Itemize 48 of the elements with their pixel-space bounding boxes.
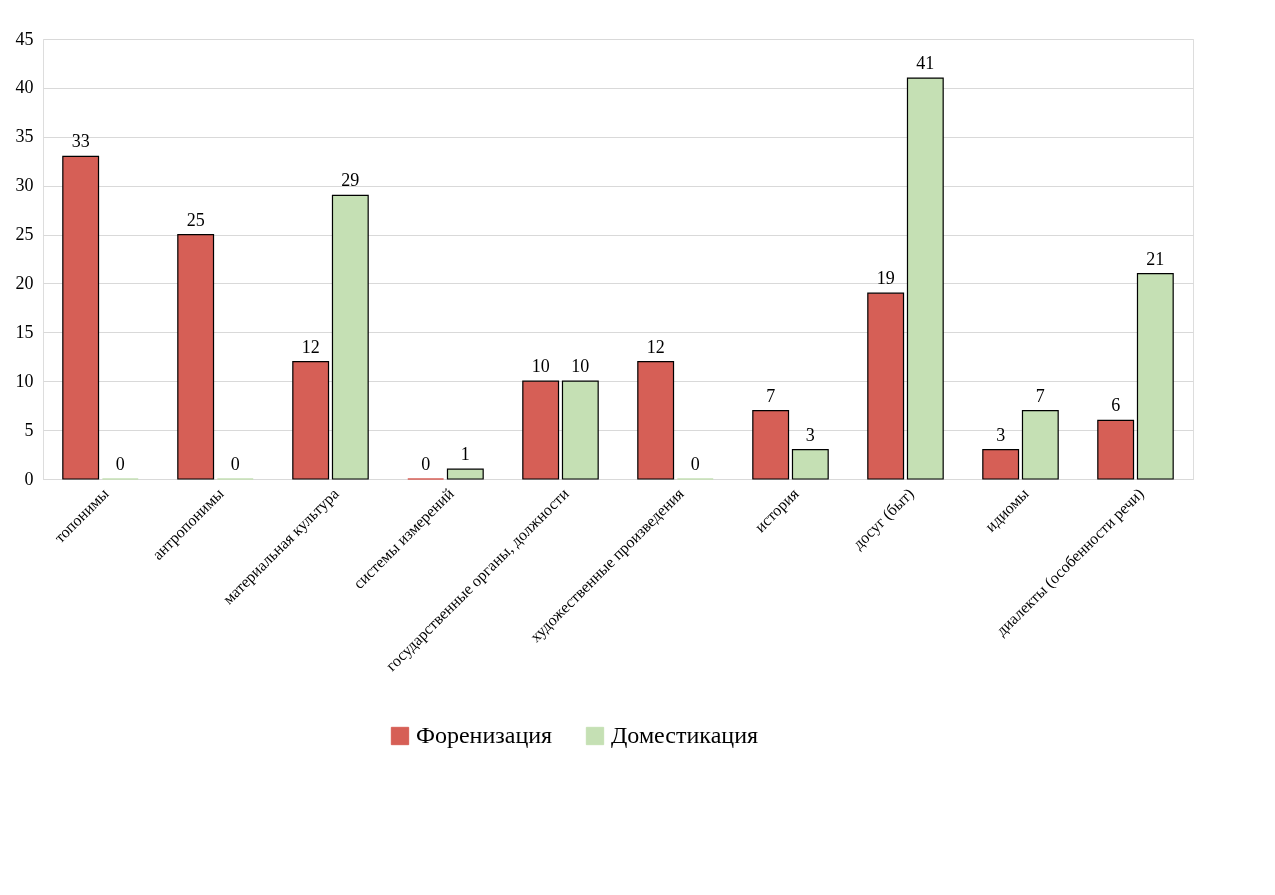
bar bbox=[1021, 409, 1059, 480]
bar bbox=[331, 194, 369, 480]
data-label: 6 bbox=[1111, 395, 1121, 416]
y-tick-label: 30 bbox=[15, 175, 34, 196]
data-label: 0 bbox=[115, 454, 125, 474]
bar bbox=[62, 155, 100, 480]
y-tick-label: 5 bbox=[24, 419, 34, 440]
data-label: 41 bbox=[916, 53, 935, 74]
data-label: 0 bbox=[690, 454, 700, 474]
bar bbox=[752, 409, 790, 480]
data-label: 3 bbox=[996, 424, 1006, 445]
y-tick-label: 15 bbox=[15, 321, 34, 342]
data-label: 12 bbox=[301, 336, 320, 357]
bar bbox=[1136, 273, 1174, 480]
data-label: 0 bbox=[421, 454, 431, 474]
bar bbox=[982, 449, 1020, 480]
data-label: 33 bbox=[71, 131, 90, 152]
data-label: 10 bbox=[531, 356, 550, 377]
bar bbox=[1097, 419, 1135, 480]
data-label: 21 bbox=[1146, 248, 1165, 269]
bar bbox=[637, 361, 675, 480]
bar bbox=[791, 449, 829, 480]
legend-label: Форенизация bbox=[416, 722, 553, 748]
y-tick-label: 20 bbox=[15, 272, 34, 293]
bar bbox=[292, 361, 330, 480]
data-label: 7 bbox=[1035, 385, 1045, 406]
data-label: 1 bbox=[460, 444, 470, 465]
bar bbox=[446, 468, 484, 480]
data-label: 19 bbox=[876, 268, 895, 289]
y-tick-label: 45 bbox=[15, 28, 34, 49]
data-label: 25 bbox=[186, 209, 205, 230]
y-tick-label: 10 bbox=[15, 370, 34, 391]
legend-label: Доместикация bbox=[611, 722, 759, 748]
data-label: 29 bbox=[341, 170, 360, 191]
data-label: 3 bbox=[805, 424, 815, 445]
y-tick-label: 35 bbox=[15, 126, 34, 147]
bar bbox=[177, 233, 215, 480]
data-label: 12 bbox=[646, 336, 665, 357]
data-label: 7 bbox=[766, 385, 776, 406]
bar bbox=[906, 77, 944, 480]
data-label: 0 bbox=[230, 454, 240, 474]
bar bbox=[522, 380, 560, 480]
y-tick-label: 0 bbox=[24, 468, 34, 489]
data-label: 10 bbox=[571, 356, 590, 377]
y-tick-label: 25 bbox=[15, 224, 34, 245]
bar bbox=[867, 292, 905, 480]
y-tick-label: 40 bbox=[15, 77, 34, 98]
bar bbox=[561, 380, 599, 480]
